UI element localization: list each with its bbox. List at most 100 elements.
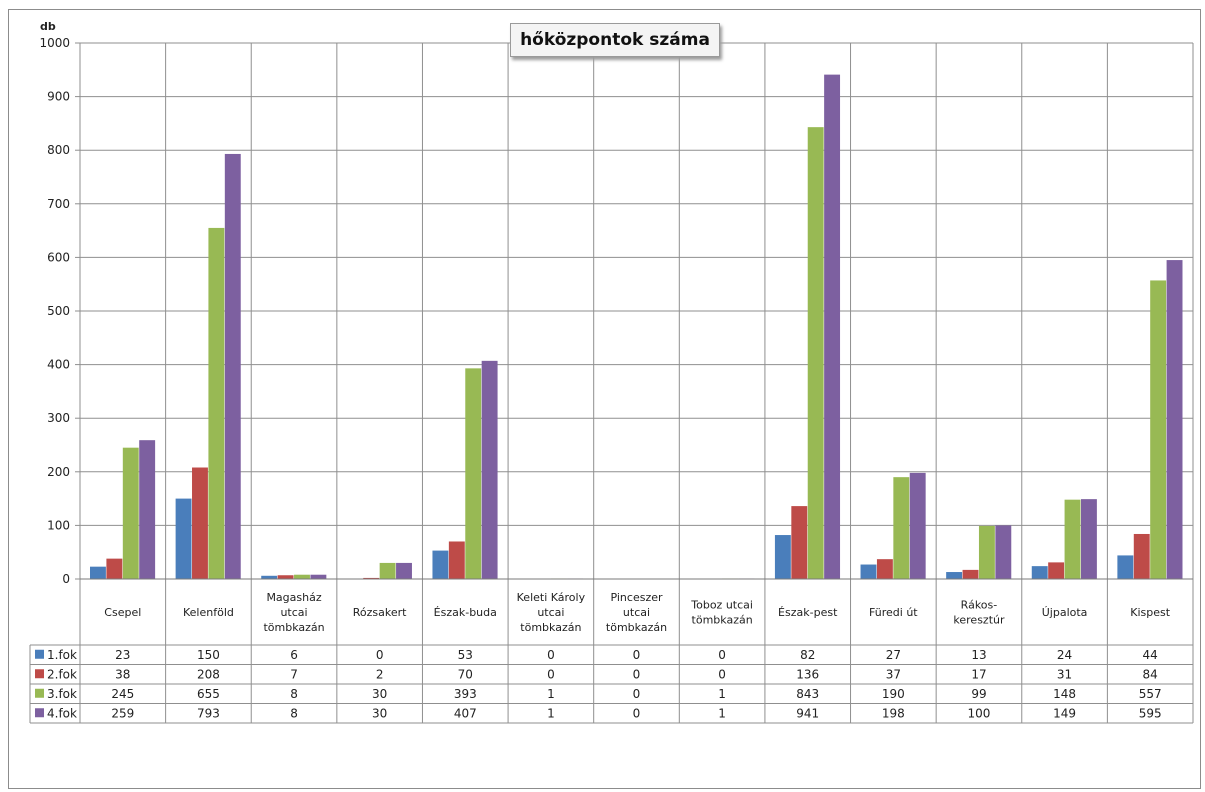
table-cell: 793 bbox=[197, 706, 220, 720]
bar-4.fok bbox=[310, 574, 327, 579]
table-cell: 17 bbox=[971, 667, 986, 681]
table-cell: 1 bbox=[718, 687, 726, 701]
bar-2.fok bbox=[106, 558, 123, 579]
table-cell: 393 bbox=[454, 687, 477, 701]
category-label: Rákos-keresztúr bbox=[953, 599, 1005, 627]
bar-4.fok bbox=[995, 525, 1012, 579]
bar-1.fok bbox=[261, 575, 278, 579]
table-cell: 0 bbox=[718, 667, 726, 681]
bar-4.fok bbox=[1166, 260, 1183, 579]
legend-label: 3.fok bbox=[47, 687, 77, 701]
y-axis-title: db bbox=[40, 20, 56, 33]
table-cell: 24 bbox=[1057, 648, 1072, 662]
table-cell: 70 bbox=[458, 667, 473, 681]
bar-3.fok bbox=[465, 368, 482, 579]
bar-4.fok bbox=[396, 562, 412, 579]
bar-4.fok bbox=[824, 74, 841, 580]
category-label: Toboz utcai tömbkazán bbox=[690, 599, 753, 627]
table-cell: 27 bbox=[886, 648, 901, 662]
bar-2.fok bbox=[277, 575, 294, 579]
table-cell: 407 bbox=[454, 706, 477, 720]
table-cell: 208 bbox=[197, 667, 220, 681]
bar-2.fok bbox=[962, 569, 979, 579]
table-cell: 53 bbox=[458, 648, 473, 662]
chart-title: hőközpontok száma bbox=[520, 30, 710, 50]
bar-1.fok bbox=[774, 535, 791, 579]
y-tick-label: 0 bbox=[62, 572, 70, 586]
table-cell: 245 bbox=[111, 687, 134, 701]
table-cell: 198 bbox=[882, 706, 905, 720]
table-cell: 1 bbox=[718, 706, 726, 720]
legend-label: 2.fok bbox=[47, 667, 77, 681]
bar-2.fok bbox=[1133, 533, 1150, 579]
bar-1.fok bbox=[860, 564, 877, 579]
table-cell: 8 bbox=[290, 706, 298, 720]
category-label: Keleti Károly utcai tömbkazán bbox=[517, 591, 586, 634]
table-cell: 30 bbox=[372, 706, 387, 720]
bar-1.fok bbox=[946, 572, 963, 579]
chart-frame bbox=[8, 9, 1201, 789]
y-tick-label: 500 bbox=[47, 304, 70, 318]
legend-swatch-4.fok bbox=[35, 708, 44, 718]
legend-swatch-1.fok bbox=[35, 649, 44, 659]
bar-2.fok bbox=[448, 541, 465, 579]
y-tick-label: 800 bbox=[47, 143, 70, 157]
legend-swatch-2.fok bbox=[35, 669, 44, 679]
bar-3.fok bbox=[122, 447, 139, 579]
table-cell: 99 bbox=[971, 687, 986, 701]
bar-4.fok bbox=[1080, 499, 1097, 579]
table-cell: 37 bbox=[886, 667, 901, 681]
table-cell: 190 bbox=[882, 687, 905, 701]
bar-3.fok bbox=[807, 127, 824, 579]
bar-3.fok bbox=[379, 562, 396, 579]
table-cell: 0 bbox=[718, 648, 726, 662]
bar-4.fok bbox=[224, 153, 241, 579]
table-cell: 30 bbox=[372, 687, 387, 701]
table-cell: 259 bbox=[111, 706, 134, 720]
y-tick-label: 200 bbox=[47, 465, 70, 479]
legend-label: 1.fok bbox=[47, 648, 77, 662]
table-cell: 44 bbox=[1143, 648, 1158, 662]
table-cell: 149 bbox=[1053, 706, 1076, 720]
bar-3.fok bbox=[978, 525, 995, 579]
table-cell: 0 bbox=[633, 648, 641, 662]
bar-1.fok bbox=[175, 498, 192, 579]
table-cell: 13 bbox=[971, 648, 986, 662]
bar-1.fok bbox=[1031, 566, 1048, 579]
table-cell: 2 bbox=[376, 667, 384, 681]
bar-2.fok bbox=[1048, 562, 1065, 579]
bar-2.fok bbox=[192, 467, 208, 579]
table-cell: 0 bbox=[633, 667, 641, 681]
category-label: Magasház utcai tömbkazán bbox=[263, 591, 324, 634]
table-cell: 8 bbox=[290, 687, 298, 701]
bar-4.fok bbox=[909, 472, 926, 579]
legend-label: 4.fok bbox=[47, 706, 77, 720]
bar-2.fok bbox=[363, 577, 380, 579]
bar-1.fok bbox=[90, 566, 106, 579]
category-label: Pinceszer utcai tömbkazán bbox=[606, 591, 667, 634]
table-cell: 557 bbox=[1139, 687, 1162, 701]
table-cell: 7 bbox=[290, 667, 298, 681]
table-cell: 0 bbox=[376, 648, 384, 662]
y-tick-label: 700 bbox=[47, 197, 70, 211]
table-cell: 1 bbox=[547, 687, 555, 701]
category-label: Kelenföld bbox=[183, 606, 234, 619]
bar-2.fok bbox=[876, 559, 893, 579]
category-label: Rózsakert bbox=[353, 606, 407, 619]
table-cell: 0 bbox=[633, 706, 641, 720]
table-cell: 150 bbox=[197, 648, 220, 662]
category-label: Újpalota bbox=[1042, 606, 1088, 619]
table-cell: 38 bbox=[115, 667, 130, 681]
y-tick-label: 1000 bbox=[39, 36, 70, 50]
y-tick-label: 400 bbox=[47, 358, 70, 372]
bar-2.fok bbox=[791, 506, 808, 579]
table-cell: 941 bbox=[796, 706, 819, 720]
bar-3.fok bbox=[1150, 280, 1167, 579]
bar-4.fok bbox=[139, 440, 156, 579]
bar-3.fok bbox=[893, 477, 910, 579]
table-cell: 23 bbox=[115, 648, 130, 662]
bar-3.fok bbox=[1064, 499, 1081, 579]
bar-1.fok bbox=[1117, 555, 1134, 579]
table-cell: 148 bbox=[1053, 687, 1076, 701]
table-cell: 843 bbox=[796, 687, 819, 701]
